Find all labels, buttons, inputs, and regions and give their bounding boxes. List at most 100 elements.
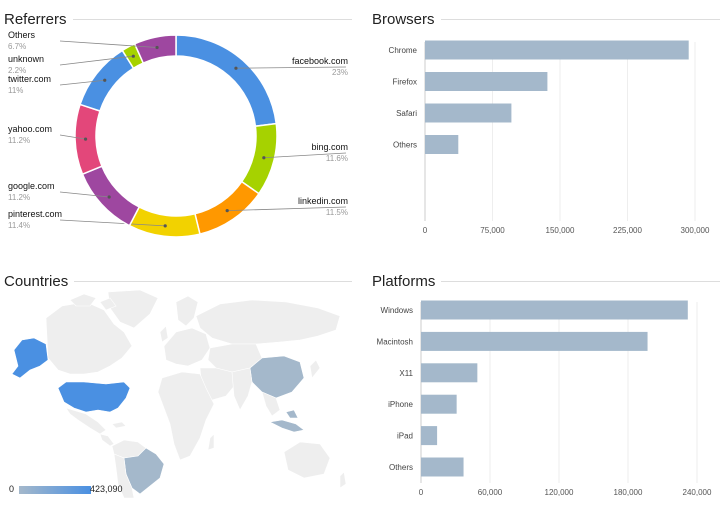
referrers-slice-yahoo-com[interactable] [74,103,103,176]
referrers-leader-dot [225,209,229,213]
referrers-leader-line [59,55,134,66]
referrers-percent: 11.6% [326,154,348,163]
countries-title-rule [4,281,352,282]
category-label: Others [389,463,413,472]
x-tick-label: 75,000 [480,226,505,235]
referrers-leader-line [59,219,166,227]
platforms-bar-chart: 0 60,000 120,000 180,000 240,000 Windows Macin… [377,300,712,497]
map-south-america-south [113,453,135,498]
platforms-panel: Platforms 0 60,000 120,000 180,000 240,000 Wi… [362,262,726,525]
bar-firefox[interactable] [425,72,548,91]
referrers-leader-dot [262,156,266,160]
map-japan [309,359,321,379]
x-tick-label: 180,000 [614,488,643,497]
referrers-leader-line [227,206,347,212]
bar-windows[interactable] [421,300,688,320]
x-tick-label: 300,000 [681,226,710,235]
referrers-label: unknown [8,54,44,64]
referrers-label: pinterest.com [8,209,62,219]
referrers-percent: 11.2% [8,193,30,202]
map-greenland [107,289,159,329]
map-africa [157,371,215,461]
bar-chrome[interactable] [425,40,689,60]
bar-x11[interactable] [421,363,478,383]
category-label: iPad [397,432,413,441]
map-scandinavia [175,295,199,327]
x-tick-label: 0 [423,226,428,235]
referrers-leader-dot [103,78,107,82]
category-label: Firefox [393,78,417,87]
referrers-slice-others[interactable] [133,34,177,65]
x-tick-label: 150,000 [546,226,575,235]
referrers-leader-line [235,66,347,69]
referrers-leader-line [59,40,158,48]
referrers-percent: 2.2% [8,66,26,75]
referrers-slice-bing-com[interactable] [240,122,278,195]
category-label: Chrome [389,46,418,55]
referrers-leader-dot [155,45,159,50]
x-tick-label: 225,000 [613,226,642,235]
browsers-panel: Browsers 0 75,000 150,000 225,000 300,000 Chr… [362,0,726,262]
referrers-slice-pinterest-com[interactable] [128,206,201,238]
referrers-label: Others [8,30,36,40]
platforms-title: Platforms [372,273,442,290]
referrers-percent: 11.5% [326,208,348,217]
map-southeast-asia [261,391,281,417]
referrers-percent: 6.7% [8,42,26,51]
map-legend-gradient [19,486,91,494]
bar-others[interactable] [425,135,459,154]
referrers-percent: 23% [332,68,348,77]
map-canada [45,301,133,375]
category-label: Windows [381,306,413,315]
referrers-leader-line [59,134,86,140]
referrers-percent: 11.4% [8,221,30,230]
category-label: Others [393,141,417,150]
countries-panel: Countries 0 423,090 [0,262,356,525]
referrers-label: google.com [8,181,55,191]
referrers-label: linkedin.com [298,196,348,206]
referrers-title-rule [4,19,352,20]
map-new-zealand [339,471,347,489]
x-tick-label: 120,000 [545,488,574,497]
referrers-donut-chart: facebook.com 23% bing.com 11.6% linkedin.com… [8,30,348,238]
category-label: Macintosh [377,337,413,346]
referrers-leader-dot [234,66,238,70]
referrers-leader-dot [83,137,88,141]
referrers-label: facebook.com [292,56,348,66]
referrers-percent: 11% [8,86,23,95]
bar-iphone[interactable] [421,394,457,414]
bar-ipad[interactable] [421,426,438,446]
category-label: X11 [399,369,413,378]
map-uk [159,325,169,343]
map-legend-max: 423,090 [90,484,123,494]
map-central-america [99,421,127,447]
world-map [11,289,347,498]
map-legend: 0 423,090 [6,484,126,498]
referrers-slice-google-com[interactable] [81,165,141,227]
category-label: iPhone [388,400,413,409]
referrers-leader-dot [107,195,111,199]
countries-title: Countries [4,273,75,290]
map-australia [283,441,331,479]
bar-macintosh[interactable] [421,331,648,351]
referrers-panel: Referrers facebook.com 23% bing.com 11.6% li… [0,0,356,262]
x-tick-label: 0 [419,488,424,497]
browsers-title-rule [372,19,720,20]
referrers-slice-linkedin-com[interactable] [194,180,260,236]
bar-others[interactable] [421,457,464,477]
referrers-label: bing.com [311,142,348,152]
referrers-label: twitter.com [8,74,51,84]
referrers-percent: 11.2% [8,136,30,145]
referrers-slice-facebook-com[interactable] [175,34,278,128]
referrers-leader-line [59,191,110,198]
browsers-bar-chart: 0 75,000 150,000 225,000 300,000 Chrome Firefo… [389,40,710,235]
map-europe [163,327,211,367]
referrers-leader-line [263,152,347,159]
map-alaska [11,337,49,379]
referrers-leader-dot [131,54,135,58]
category-label: Safari [396,109,417,118]
map-russia [195,299,341,345]
browsers-title: Browsers [372,11,441,28]
bar-safari[interactable] [425,103,512,123]
map-canada-islands [69,293,117,311]
